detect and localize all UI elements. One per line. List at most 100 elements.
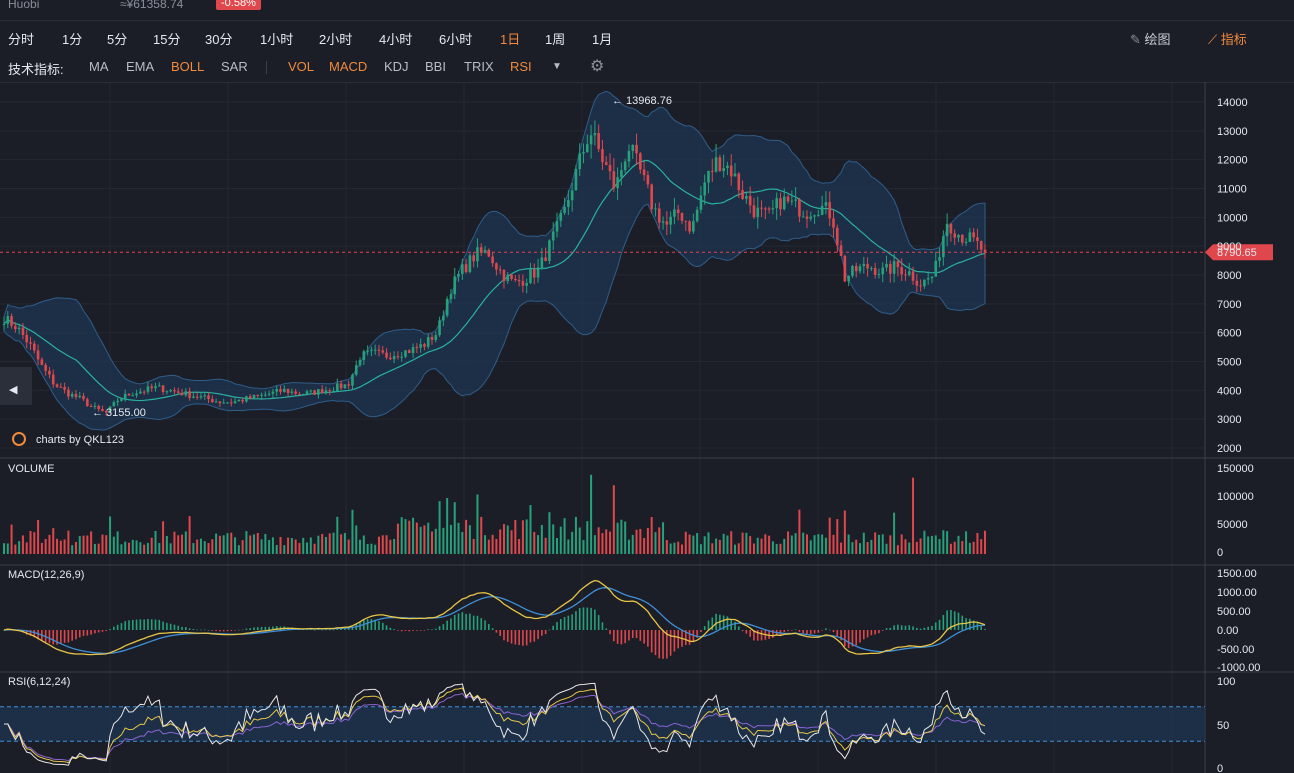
candle-body — [14, 325, 17, 330]
macd-histogram-bar — [870, 630, 873, 636]
volume-bar — [431, 531, 434, 554]
volume-bar — [298, 542, 301, 554]
chevron-left-icon: ◀ — [9, 384, 18, 396]
indicator-main-ma[interactable]: MA — [89, 59, 109, 74]
candle-body — [70, 394, 74, 397]
candle-body — [271, 391, 275, 394]
macd-histogram-bar — [953, 611, 956, 630]
watermark: charts by QKL123 — [36, 434, 124, 446]
pencil-icon: ✎ — [1130, 32, 1141, 47]
candle-body — [707, 170, 710, 183]
candle-body — [847, 275, 850, 282]
candle-body — [639, 153, 642, 170]
candle-body — [945, 223, 949, 237]
candle-body — [657, 208, 661, 223]
candle-body — [635, 144, 638, 154]
interval-7[interactable]: 4小时 — [379, 32, 413, 47]
volume-bar — [105, 535, 108, 554]
macd-histogram-bar — [931, 625, 933, 630]
interval-2[interactable]: 5分 — [107, 32, 128, 47]
candle-body — [851, 265, 854, 276]
candle-body — [892, 261, 896, 274]
indicator-button[interactable]: ⟋ 指标 — [1208, 29, 1247, 48]
macd-axis-tick: -500.00 — [1217, 644, 1254, 656]
macd-histogram-bar — [476, 615, 479, 630]
indicator-main-sar[interactable]: SAR — [221, 59, 248, 74]
macd-histogram-bar — [912, 626, 914, 630]
macd-histogram-bar — [904, 625, 907, 630]
candle-body — [131, 395, 135, 397]
exchange-name: Huobi — [8, 0, 40, 11]
candle-body — [688, 221, 691, 232]
indicator-sub-macd[interactable]: MACD — [329, 59, 368, 74]
macd-histogram-bar — [760, 630, 763, 641]
macd-histogram-bar — [56, 630, 58, 645]
candle-body — [44, 364, 47, 371]
interval-5[interactable]: 1小时 — [260, 32, 294, 47]
volume-bar — [63, 539, 66, 554]
candle-body — [498, 269, 502, 271]
volume-bar — [74, 541, 77, 554]
interval-4[interactable]: 30分 — [205, 32, 233, 47]
volume-bar — [957, 535, 960, 554]
indicator-sub-vol[interactable]: VOL — [288, 59, 315, 74]
indicator-sub-kdj[interactable]: KDJ — [384, 59, 409, 74]
candle-body — [870, 268, 873, 270]
indicator-sub-trix[interactable]: TRIX — [464, 59, 494, 74]
interval-1[interactable]: 1分 — [62, 32, 83, 47]
interval-11[interactable]: 1月 — [592, 32, 613, 47]
candle-body — [389, 357, 392, 360]
candle-body — [123, 393, 127, 399]
caret-down-icon[interactable]: ▼ — [552, 61, 562, 72]
macd-histogram-bar — [934, 622, 937, 630]
prev-button[interactable] — [0, 367, 32, 405]
interval-10[interactable]: 1周 — [545, 32, 566, 47]
volume-bar — [446, 497, 449, 554]
volume-bar — [67, 530, 70, 554]
volume-bar — [268, 539, 271, 554]
candle-body — [574, 168, 578, 191]
candle-body — [540, 257, 544, 268]
macd-histogram-bar — [423, 630, 426, 631]
volume-bar — [620, 519, 623, 554]
indicator-main-ema[interactable]: EMA — [126, 59, 155, 74]
volume-bar — [472, 538, 475, 554]
volume-bar — [650, 516, 653, 554]
candle-body — [786, 196, 790, 202]
interval-8[interactable]: 6小时 — [439, 32, 473, 47]
volume-bar — [332, 532, 335, 554]
indicator-main-boll[interactable]: BOLL — [171, 59, 205, 74]
candle-body — [582, 152, 585, 154]
macd-histogram-bar — [825, 628, 827, 630]
volume-bar — [624, 521, 627, 554]
candle-body — [979, 240, 983, 250]
volume-bar — [169, 543, 172, 554]
macd-histogram-bar — [416, 630, 418, 631]
candle-body — [150, 386, 154, 389]
macd-histogram-bar — [313, 629, 316, 631]
interval-3[interactable]: 15分 — [153, 32, 181, 47]
macd-histogram-bar — [666, 630, 668, 659]
candle-body — [896, 261, 900, 268]
kline-chart[interactable]: ← 13968.76 ← 3155.00 8790.65 14000 13000 1200… — [0, 82, 1294, 773]
candle-body — [33, 343, 36, 351]
interval-9[interactable]: 1日 — [500, 32, 521, 47]
candle-body — [839, 245, 843, 256]
interval-0[interactable]: 分时 — [8, 32, 35, 47]
volume-bar — [317, 535, 320, 554]
draw-button[interactable]: ✎ 绘图 — [1130, 29, 1171, 48]
gear-icon[interactable]: ⚙ — [590, 58, 605, 75]
indicator-sub-bbi[interactable]: BBI — [425, 59, 446, 74]
candle-body — [400, 356, 404, 358]
macd-histogram-bar — [726, 616, 729, 630]
candle-body — [900, 267, 903, 275]
candle-body — [567, 200, 570, 207]
draw-label: 绘图 — [1144, 32, 1171, 47]
macd-histogram-bar — [226, 630, 229, 632]
interval-6[interactable]: 2小时 — [319, 32, 353, 47]
volume-axis-tick: 100000 — [1217, 491, 1254, 503]
indicator-sub-rsi[interactable]: RSI — [510, 59, 532, 74]
candle-body — [245, 396, 248, 402]
candle-body — [790, 200, 794, 202]
macd-histogram-bar — [711, 617, 714, 630]
